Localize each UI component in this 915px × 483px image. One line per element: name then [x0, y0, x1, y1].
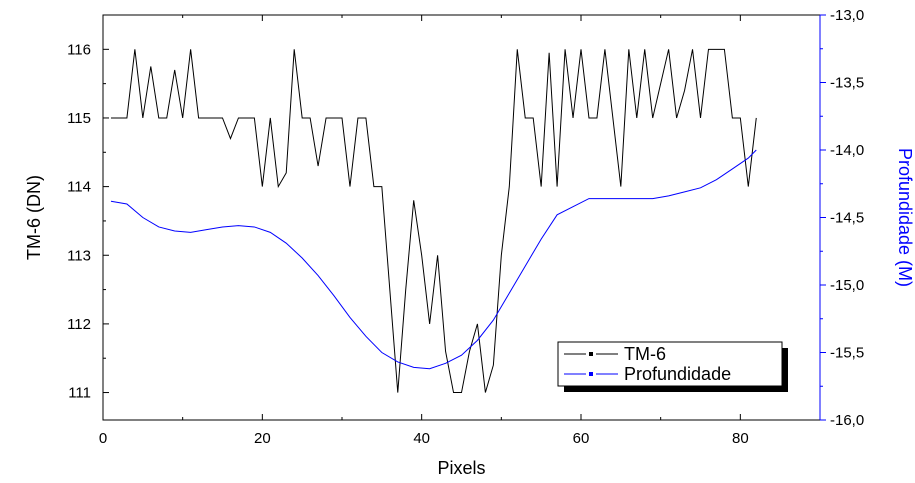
left-tick-label: 115 [67, 110, 91, 127]
x-tick-label: 0 [99, 430, 107, 447]
left-tick-label: 113 [67, 247, 91, 264]
series-line-profundidade [110, 149, 757, 370]
x-tick-label: 60 [573, 430, 590, 447]
series-line-tm-6 [110, 48, 757, 394]
left-tick-label: 116 [67, 41, 91, 58]
left-tick-label: 111 [68, 385, 91, 402]
right-tick-label: -15,5 [830, 345, 864, 362]
right-tick-label: -14,5 [830, 210, 864, 227]
x-axis-title: Pixels [437, 458, 485, 478]
right-axis-title: Profundidade (M) [895, 148, 915, 287]
left-tick-label: 114 [67, 179, 91, 196]
series-layer [110, 48, 757, 394]
right-tick-label: -14,0 [830, 142, 864, 159]
legend-box [557, 341, 783, 387]
right-tick-label: -13,5 [830, 75, 864, 92]
legend-label-tm-6: TM-6 [624, 344, 666, 364]
right-tick-label: -16,0 [830, 412, 864, 429]
x-axis-ticks: 0 20 40 60 80 [99, 15, 749, 447]
right-axis-ticks: -16,0 -15,5 -15,0 -14,5 -14,0 -13,5 -13,0 [820, 7, 864, 429]
x-tick-label: 80 [732, 430, 749, 447]
x-tick-label: 40 [413, 430, 430, 447]
legend-marker-tm-6 [589, 352, 593, 356]
right-tick-label: -13,0 [830, 7, 864, 24]
legend-marker-profundidade [589, 372, 593, 376]
x-tick-label: 20 [254, 430, 271, 447]
left-axis-title: TM-6 (DN) [24, 175, 44, 260]
legend-label-profundidade: Profundidade [624, 364, 731, 384]
right-tick-label: -15,0 [830, 277, 864, 294]
left-tick-label: 112 [67, 316, 91, 333]
left-axis-ticks: 111 112 113 114 115 116 [67, 41, 109, 402]
